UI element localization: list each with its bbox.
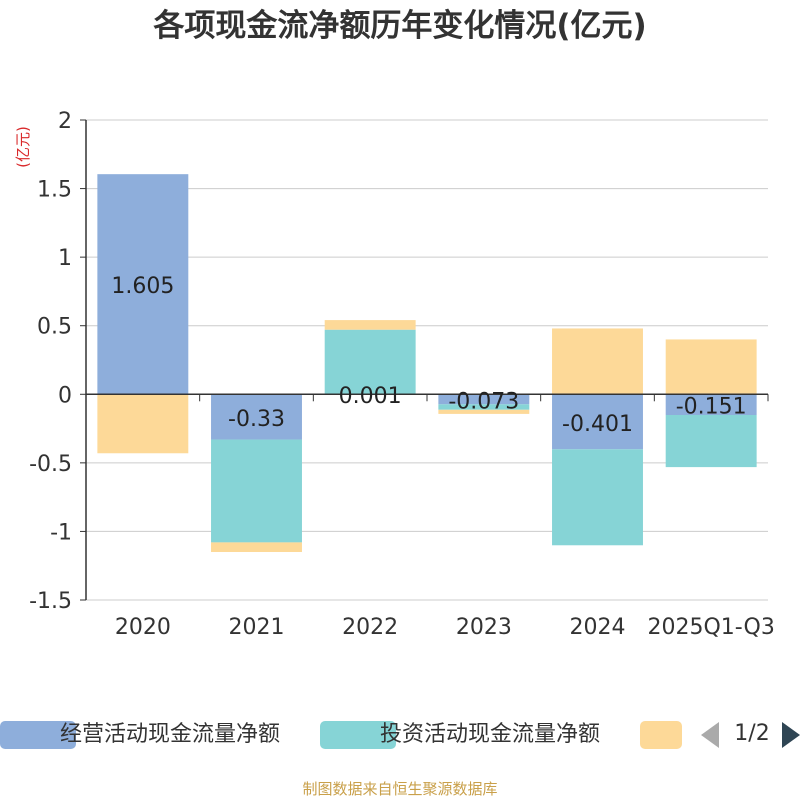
y-tick-label: -0.5 [29,452,72,477]
data-label: -0.33 [228,407,285,432]
chart-title: 各项现金流净额历年变化情况(亿元) [153,8,647,44]
legend-swatch-financing [640,721,682,749]
bar-segment [665,414,757,468]
legend-label-investing: 投资活动现金流量净额 [380,722,601,747]
bar-segment [97,174,189,395]
triangle-right-icon[interactable] [782,722,800,748]
legend-page-indicator: 1/2 [734,721,770,746]
data-source-note: 制图数据来自恒生聚源数据库 [302,780,498,798]
data-label: -0.073 [448,389,519,414]
bar-segment [552,328,643,395]
y-tick-label: 0 [58,383,72,408]
y-axis-title: (亿元) [14,126,32,168]
x-tick-label: 2022 [342,615,398,640]
x-tick-label: 2025Q1-Q3 [647,615,774,640]
data-label: 1.605 [111,274,174,299]
bar-segment [97,394,189,454]
legend-swatch-investing [320,721,396,749]
bar-segment [665,394,757,415]
x-tick-label: 2020 [115,615,171,640]
bar-segment [438,404,530,410]
bar-segment [552,394,643,450]
legend: 经营活动现金流量净额 投资活动现金流量净额 [0,716,800,756]
triangle-left-icon[interactable] [701,722,719,748]
legend-swatch-operating [0,721,76,749]
bar-segment [552,449,643,546]
y-tick-label: -1.5 [29,589,72,614]
bar-segment [211,394,302,440]
y-tick-label: 0.5 [37,315,72,340]
data-label: 0.001 [339,384,402,409]
bar-segment [665,339,757,395]
chart-plot: 2 1.5 1 0.5 0 -0.5 -1 -1.5 2020 2021 2022 2023 2024 2… [14,109,775,640]
legend-label-operating: 经营活动现金流量净额 [60,722,281,747]
x-tick-label: 2023 [456,615,512,640]
bar-segment [438,409,530,414]
y-tick-label: -1 [50,520,72,545]
y-tick-label: 1 [58,246,72,271]
bar-segment [211,439,302,543]
y-tick-label: 1.5 [37,178,72,203]
bar-segment [324,320,416,330]
x-tick-label: 2024 [570,615,626,640]
bar-segment [324,329,416,395]
data-label: -0.401 [562,412,633,437]
bar-segment [438,394,530,405]
bar-segment [211,542,302,552]
x-tick-label: 2021 [229,615,285,640]
data-label: -0.151 [676,395,747,420]
y-tick-label: 2 [58,109,72,134]
